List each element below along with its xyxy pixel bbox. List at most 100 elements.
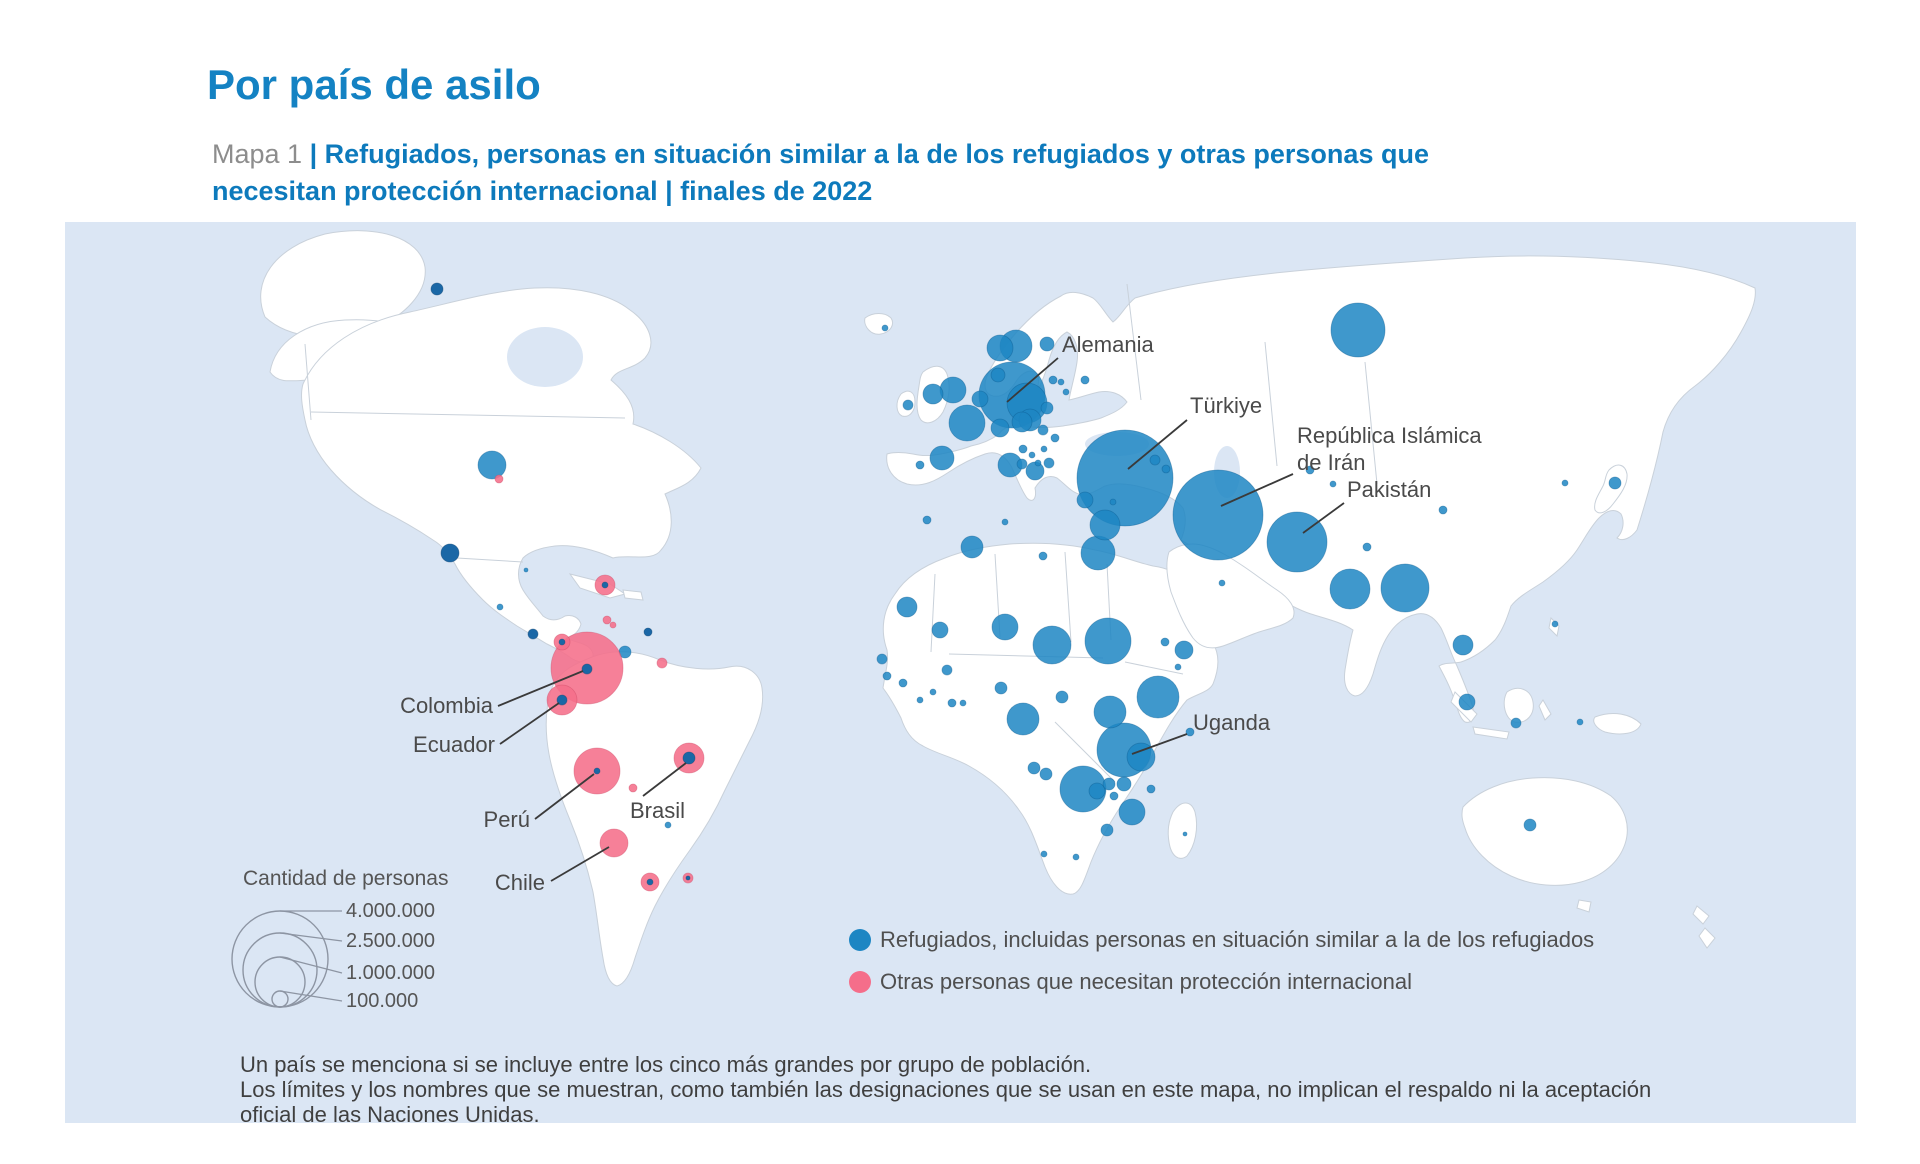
map-bubble (1011, 411, 1033, 433)
map-bubble (922, 383, 944, 405)
map-bubble (609, 621, 617, 629)
map-bubble (929, 445, 955, 471)
map-bubble (646, 878, 654, 886)
map-bubble (1039, 767, 1053, 781)
footnote-1: Un país se menciona si se incluye entre … (240, 1052, 1092, 1077)
map-bubble (656, 657, 668, 669)
map-bubble (628, 783, 638, 793)
map-bubble (896, 596, 918, 618)
page-title: Por país de asilo (207, 61, 541, 109)
map-bubble (948, 404, 986, 442)
map-bubble (1182, 831, 1188, 837)
landmass (1692, 905, 1710, 925)
landmass (1576, 899, 1592, 913)
map-bubble (1034, 459, 1042, 467)
map-bubble (1062, 388, 1070, 396)
size-legend: Cantidad de personas 4.000.000 2.500.000 1.… (231, 867, 448, 1012)
map-bubble (939, 376, 967, 404)
landmass (622, 589, 644, 601)
color-legend-label: Refugiados, incluidas personas en situac… (880, 927, 1594, 952)
map-bubble (1174, 663, 1182, 671)
map-bubble (1329, 568, 1371, 610)
color-legend-swatch (849, 971, 871, 993)
map-bubble (1093, 695, 1127, 729)
map-bubble (947, 698, 957, 708)
country-label: Uganda (1193, 710, 1271, 735)
map-bubble (1305, 465, 1315, 475)
map-subtitle: Mapa 1 | Refugiados, personas en situaci… (212, 136, 1662, 210)
map-bubble (440, 543, 460, 563)
map-bubble (1006, 702, 1040, 736)
size-legend-line (279, 932, 343, 942)
label-leader-line (1302, 502, 1345, 534)
map-bubble (931, 621, 949, 639)
map-bubble (1438, 505, 1448, 515)
landmass (1538, 699, 1552, 721)
map-bubble (602, 615, 612, 625)
country-border (310, 411, 626, 419)
map-bubble (1174, 640, 1194, 660)
map-bubble (1118, 798, 1146, 826)
map-bubble (496, 603, 504, 611)
sea (1050, 352, 1066, 384)
label-leader-line (534, 773, 595, 820)
map-bubble (1039, 336, 1055, 352)
map-bubble (915, 460, 925, 470)
map-bubble (994, 681, 1008, 695)
map-bubble (1032, 625, 1072, 665)
map-bubble (990, 367, 1006, 383)
color-legend-swatch (849, 929, 871, 951)
map-bubble (1576, 718, 1584, 726)
map-footnotes: Un país se menciona si se incluye entre … (240, 1052, 1690, 1127)
map-bubble (959, 699, 967, 707)
map-bubble (1028, 451, 1036, 459)
map-bubble (1084, 617, 1132, 665)
map-bubble (1057, 378, 1065, 386)
map-bubble (664, 821, 672, 829)
landmass (1593, 713, 1642, 735)
color-legend-label: Otras personas que necesitan protección … (880, 969, 1412, 994)
map-bubble (523, 567, 529, 573)
map-bubble (685, 875, 691, 881)
map-bubble (1089, 509, 1121, 541)
landmass (1594, 464, 1628, 514)
label-leader-line (1127, 419, 1188, 470)
size-legend-value: 1.000.000 (346, 962, 435, 984)
map-bubble (1016, 458, 1028, 470)
map-bubble-chile (599, 828, 629, 858)
label-leader-line (1220, 473, 1294, 507)
size-legend-title: Cantidad de personas (243, 867, 448, 890)
country-border (1124, 661, 1184, 675)
map-bubble (1126, 742, 1156, 772)
map-bubble (902, 399, 914, 411)
map-bubble (1452, 634, 1474, 656)
country-border (1364, 361, 1378, 485)
label-leader-line (1006, 357, 1059, 403)
map-bubble (1510, 717, 1522, 729)
map-bubble (1072, 853, 1080, 861)
color-legend: Refugiados, incluidas personas en situac… (849, 927, 1594, 994)
map-bubble (1038, 551, 1048, 561)
map-subtitle-line2: necesitan protección internacional | fin… (212, 176, 873, 206)
country-label: Türkiye (1190, 393, 1262, 418)
size-legend-circle (242, 932, 318, 1008)
map-bubble (1076, 491, 1094, 509)
map-bubble (1136, 675, 1180, 719)
map-bubble (1102, 777, 1116, 791)
map-bubble (1116, 776, 1132, 792)
map-bubble (643, 627, 653, 637)
map-bubble (477, 450, 507, 480)
map-bubble (1027, 761, 1041, 775)
landmass (1461, 777, 1628, 886)
map-bubble (1001, 518, 1009, 526)
map-bubble (1160, 637, 1170, 647)
country-label: Brasil (630, 798, 685, 823)
map-bubble (1050, 433, 1060, 443)
label-leader-line (499, 702, 560, 745)
sea (507, 327, 583, 387)
size-legend-circle (231, 910, 329, 1008)
map-bubble (1025, 461, 1045, 481)
label-leader-line (497, 670, 584, 707)
size-legend-value: 4.000.000 (346, 900, 435, 922)
